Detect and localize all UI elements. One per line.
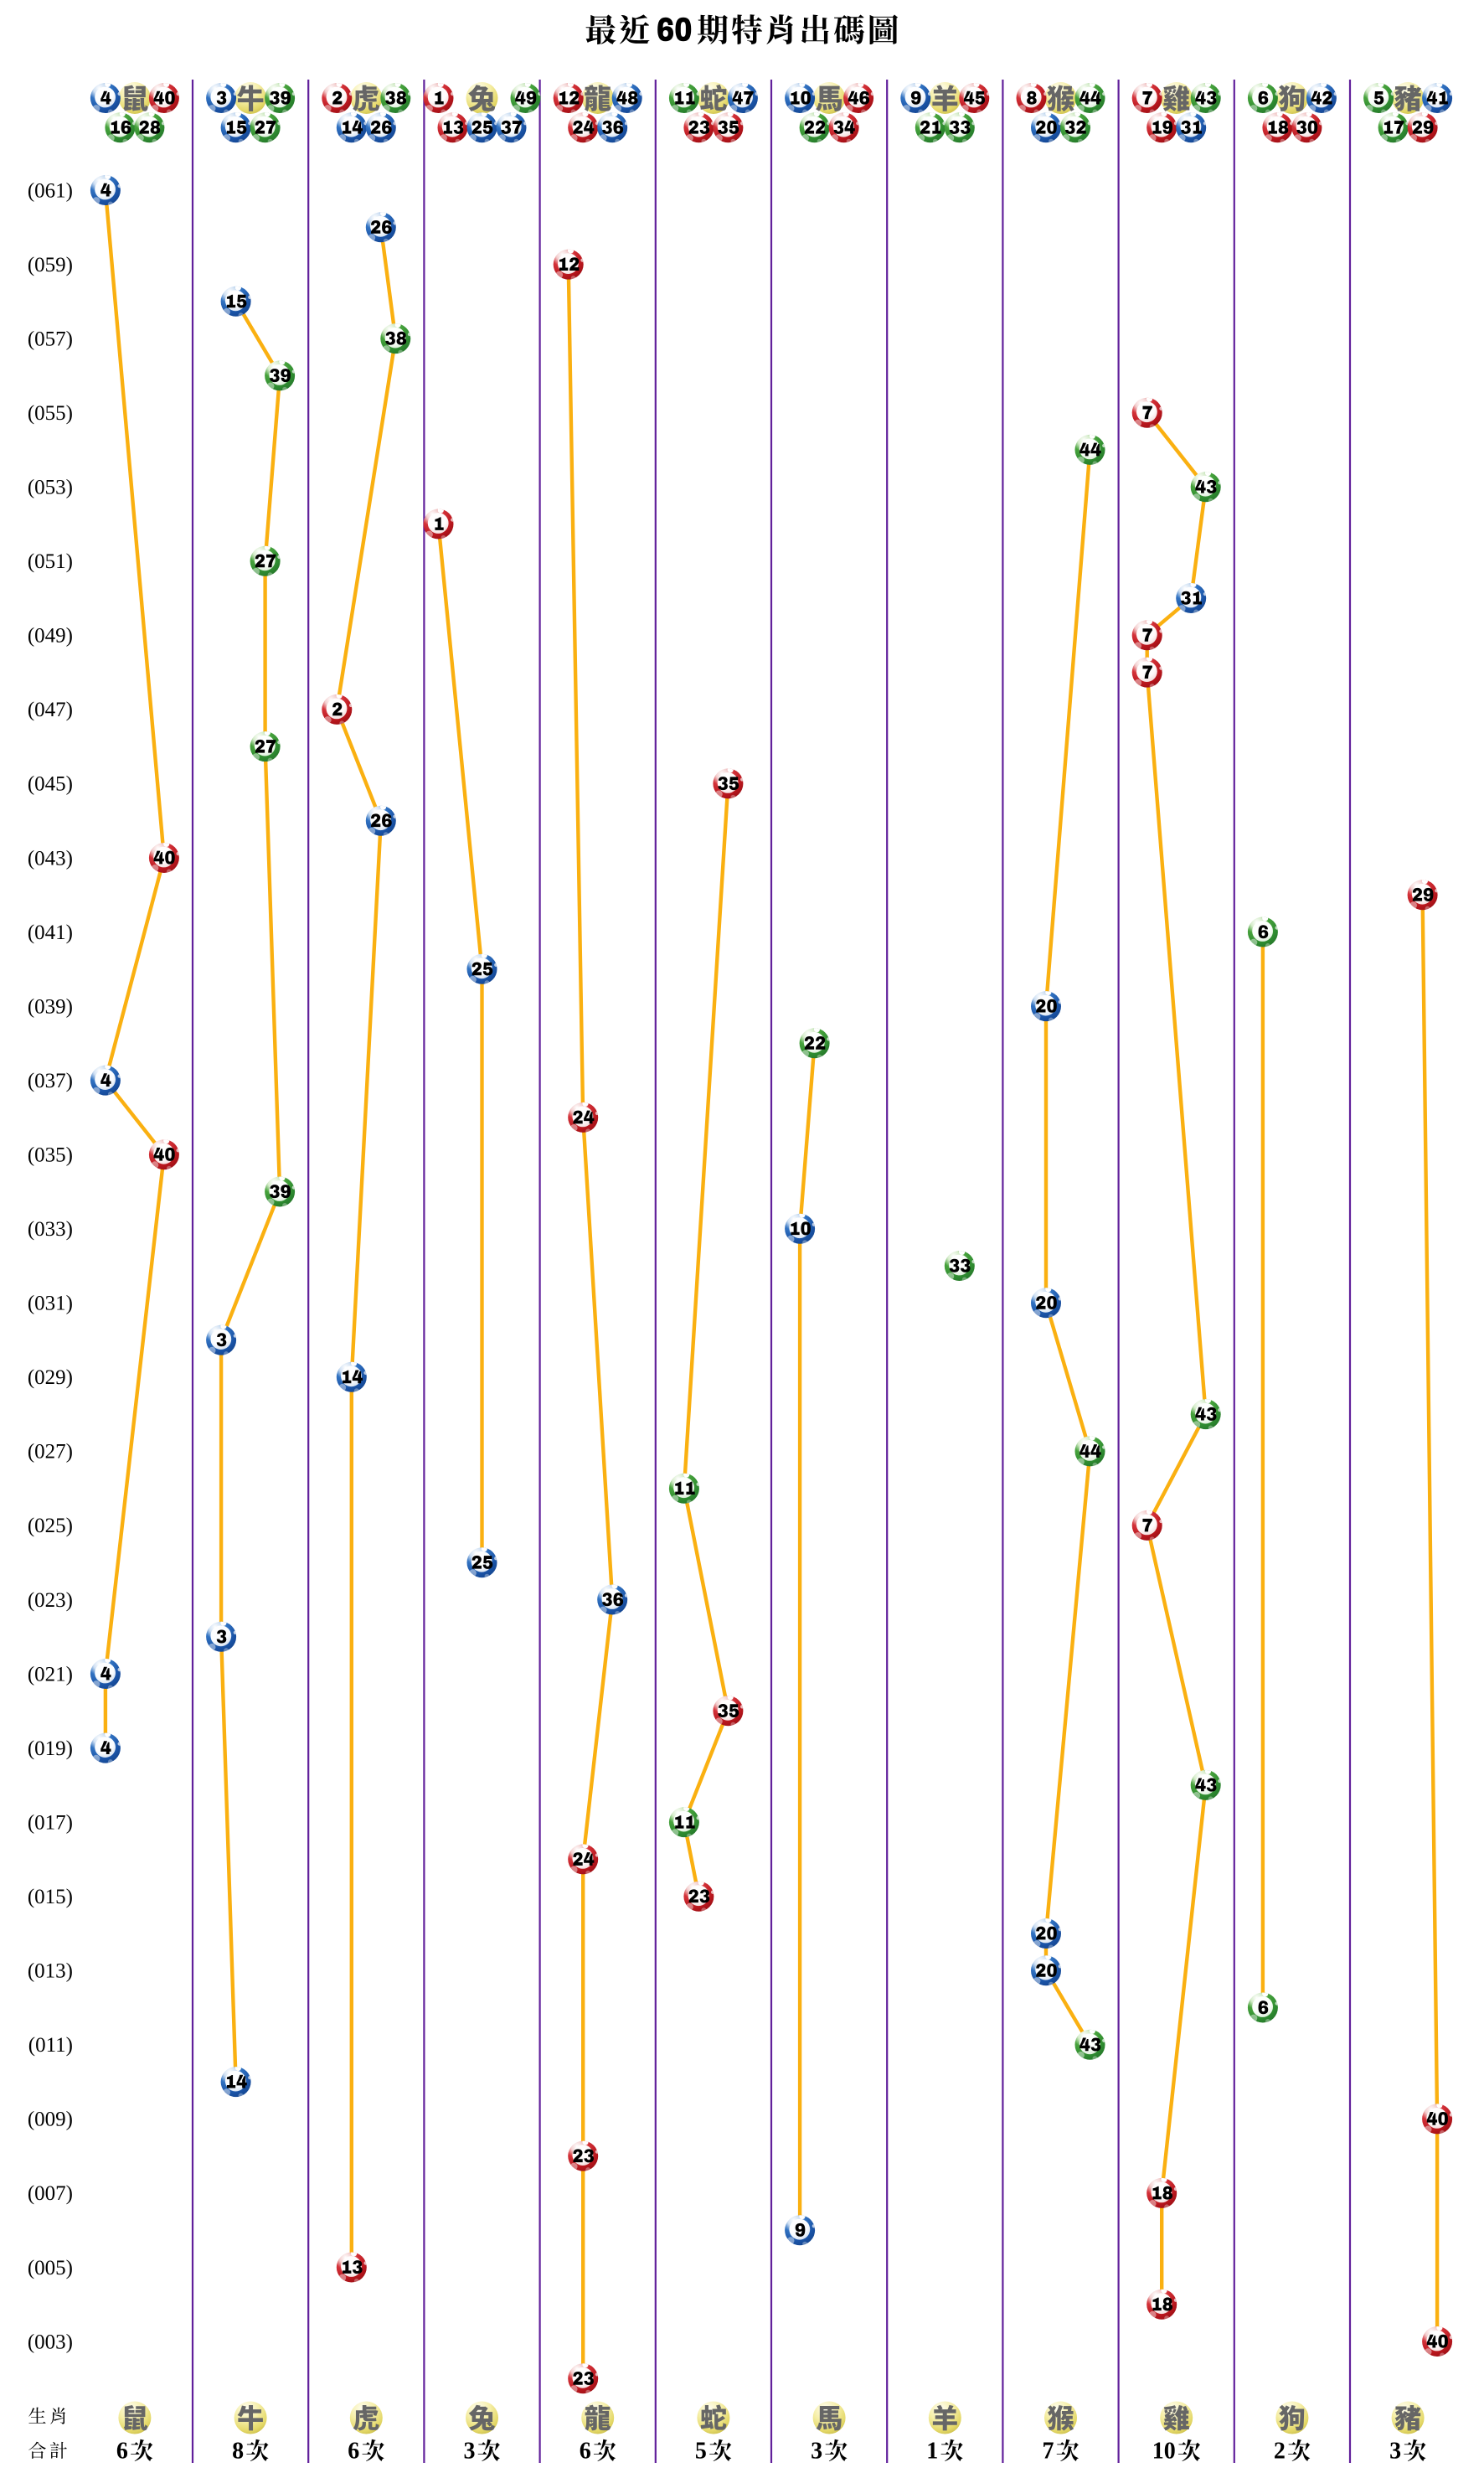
svg-text:1: 1 [926, 2439, 938, 2465]
svg-text:(013): (013) [28, 1960, 73, 1983]
svg-text:(009): (009) [28, 2109, 73, 2131]
svg-text:(053): (053) [28, 477, 73, 499]
svg-text:(055): (055) [28, 402, 73, 425]
svg-text:(047): (047) [28, 699, 73, 721]
svg-text:(003): (003) [28, 2331, 73, 2353]
svg-text:(037): (037) [28, 1070, 73, 1092]
svg-text:(019): (019) [28, 1737, 73, 1760]
svg-text:(039): (039) [28, 995, 73, 1018]
svg-text:3: 3 [811, 2439, 822, 2465]
svg-text:(041): (041) [28, 922, 73, 944]
svg-text:(051): (051) [28, 550, 73, 573]
svg-text:3: 3 [1389, 2439, 1401, 2465]
svg-text:7: 7 [1043, 2439, 1054, 2465]
svg-text:(057): (057) [28, 328, 73, 350]
svg-text:10: 10 [1152, 2439, 1176, 2465]
svg-text:(017): (017) [28, 1811, 73, 1834]
svg-text:6: 6 [580, 2439, 591, 2465]
svg-text:3: 3 [464, 2439, 476, 2465]
svg-text:(029): (029) [28, 1366, 73, 1389]
svg-text:(023): (023) [28, 1589, 73, 1612]
svg-text:(049): (049) [28, 625, 73, 648]
svg-text:(043): (043) [28, 847, 73, 870]
svg-text:(045): (045) [28, 773, 73, 796]
svg-text:2: 2 [1274, 2439, 1286, 2465]
svg-text:(061): (061) [28, 179, 73, 202]
svg-text:(011): (011) [28, 2034, 73, 2057]
svg-text:6: 6 [348, 2439, 359, 2465]
svg-text:(033): (033) [28, 1218, 73, 1241]
svg-text:(007): (007) [28, 2182, 73, 2205]
svg-text:(025): (025) [28, 1515, 73, 1537]
svg-text:(027): (027) [28, 1441, 73, 1464]
svg-text:(005): (005) [28, 2257, 73, 2279]
svg-text:(015): (015) [28, 1886, 73, 1908]
svg-text:(021): (021) [28, 1663, 73, 1686]
svg-text:(031): (031) [28, 1293, 73, 1315]
svg-text:8: 8 [232, 2439, 244, 2465]
svg-text:6: 6 [116, 2439, 128, 2465]
svg-text:(059): (059) [28, 254, 73, 276]
svg-text:(035): (035) [28, 1144, 73, 1167]
svg-text:5: 5 [695, 2439, 707, 2465]
